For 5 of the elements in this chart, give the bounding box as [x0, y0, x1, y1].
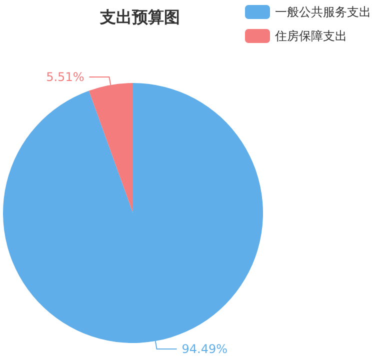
- chart-title: 支出预算图: [99, 8, 180, 26]
- legend-label: 一般公共服务支出: [275, 5, 371, 19]
- legend-label: 住房保障支出: [274, 29, 347, 43]
- data-label: 94.49%: [182, 342, 228, 356]
- data-label: 5.51%: [46, 70, 84, 84]
